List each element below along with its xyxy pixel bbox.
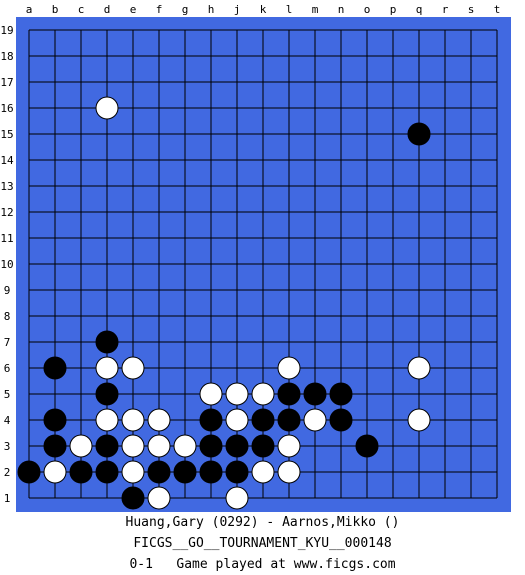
white-stone <box>251 382 275 406</box>
column-label: e <box>130 3 137 16</box>
column-label: m <box>312 3 319 16</box>
row-labels: 19 18 17 16 15 14 13 12 11 10 9 8 7 6 5 4 3 2 1 <box>0 24 14 505</box>
black-stone <box>251 434 275 458</box>
black-stone <box>329 408 353 432</box>
column-label: k <box>260 3 267 16</box>
white-stone <box>199 382 223 406</box>
column-label: g <box>182 3 189 16</box>
white-stone <box>95 408 119 432</box>
column-label: t <box>494 3 501 16</box>
row-label: 15 <box>0 128 13 141</box>
row-label: 11 <box>0 232 13 245</box>
black-stone <box>121 486 145 510</box>
column-label: f <box>156 3 163 16</box>
black-stone <box>95 460 119 484</box>
white-stone <box>173 434 197 458</box>
row-label: 10 <box>0 258 13 271</box>
black-stone <box>147 460 171 484</box>
black-stone <box>225 460 249 484</box>
column-label: p <box>390 3 397 16</box>
white-stone <box>251 460 275 484</box>
black-stone <box>199 460 223 484</box>
white-stone <box>121 434 145 458</box>
white-stone <box>225 382 249 406</box>
white-stone <box>407 408 431 432</box>
white-stone <box>303 408 327 432</box>
column-label: o <box>364 3 371 16</box>
column-label: q <box>416 3 423 16</box>
row-label: 2 <box>4 466 11 479</box>
result-text: 0-1 <box>129 557 153 572</box>
black-stone <box>407 122 431 146</box>
black-stone <box>43 408 67 432</box>
white-stone <box>225 408 249 432</box>
white-stone <box>147 486 171 510</box>
row-label: 17 <box>0 76 13 89</box>
black-stone <box>95 434 119 458</box>
white-stone <box>147 434 171 458</box>
row-label: 9 <box>4 284 11 297</box>
white-stone <box>121 408 145 432</box>
white-stone <box>407 356 431 380</box>
black-stone <box>43 434 67 458</box>
row-label: 13 <box>0 180 13 193</box>
column-label: h <box>208 3 215 16</box>
white-stone <box>277 434 301 458</box>
black-stone <box>17 460 41 484</box>
column-label: l <box>286 3 293 16</box>
row-label: 3 <box>4 440 11 453</box>
column-label: s <box>468 3 475 16</box>
white-stone <box>121 460 145 484</box>
white-stone <box>277 460 301 484</box>
column-label: c <box>78 3 85 16</box>
black-stone <box>355 434 379 458</box>
row-label: 7 <box>4 336 11 349</box>
black-stone <box>277 382 301 406</box>
column-label: a <box>26 3 33 16</box>
column-label: n <box>338 3 345 16</box>
black-stone <box>329 382 353 406</box>
white-stone <box>69 434 93 458</box>
black-stone <box>277 408 301 432</box>
column-label: j <box>234 3 241 16</box>
row-label: 16 <box>0 102 13 115</box>
black-stone <box>199 408 223 432</box>
white-stone <box>95 96 119 120</box>
white-stone <box>147 408 171 432</box>
black-stone <box>43 356 67 380</box>
column-label: r <box>442 3 449 16</box>
white-stone <box>95 356 119 380</box>
row-label: 14 <box>0 154 14 167</box>
black-stone <box>225 434 249 458</box>
white-stone <box>121 356 145 380</box>
black-stone <box>303 382 327 406</box>
row-label: 4 <box>4 414 11 427</box>
stones-layer <box>17 96 431 510</box>
white-stone <box>277 356 301 380</box>
black-stone <box>95 382 119 406</box>
row-label: 6 <box>4 362 11 375</box>
tournament-caption: FICGS__GO__TOURNAMENT_KYU__000148 <box>133 536 392 551</box>
column-label: d <box>104 3 111 16</box>
black-stone <box>69 460 93 484</box>
black-stone <box>173 460 197 484</box>
result-line: 0-1 Game played at www.ficgs.com <box>0 557 525 572</box>
row-label: 12 <box>0 206 13 219</box>
column-label: b <box>52 3 59 16</box>
black-stone <box>199 434 223 458</box>
site-note: Game played at www.ficgs.com <box>176 557 396 572</box>
white-stone <box>225 486 249 510</box>
black-stone <box>95 330 119 354</box>
row-label: 18 <box>0 50 13 63</box>
players-caption: Huang,Gary (0292) - Aarnos,Mikko () <box>125 515 400 530</box>
row-label: 1 <box>4 492 11 505</box>
row-label: 19 <box>0 24 13 37</box>
black-stone <box>251 408 275 432</box>
row-label: 5 <box>4 388 11 401</box>
row-label: 8 <box>4 310 11 323</box>
white-stone <box>43 460 67 484</box>
